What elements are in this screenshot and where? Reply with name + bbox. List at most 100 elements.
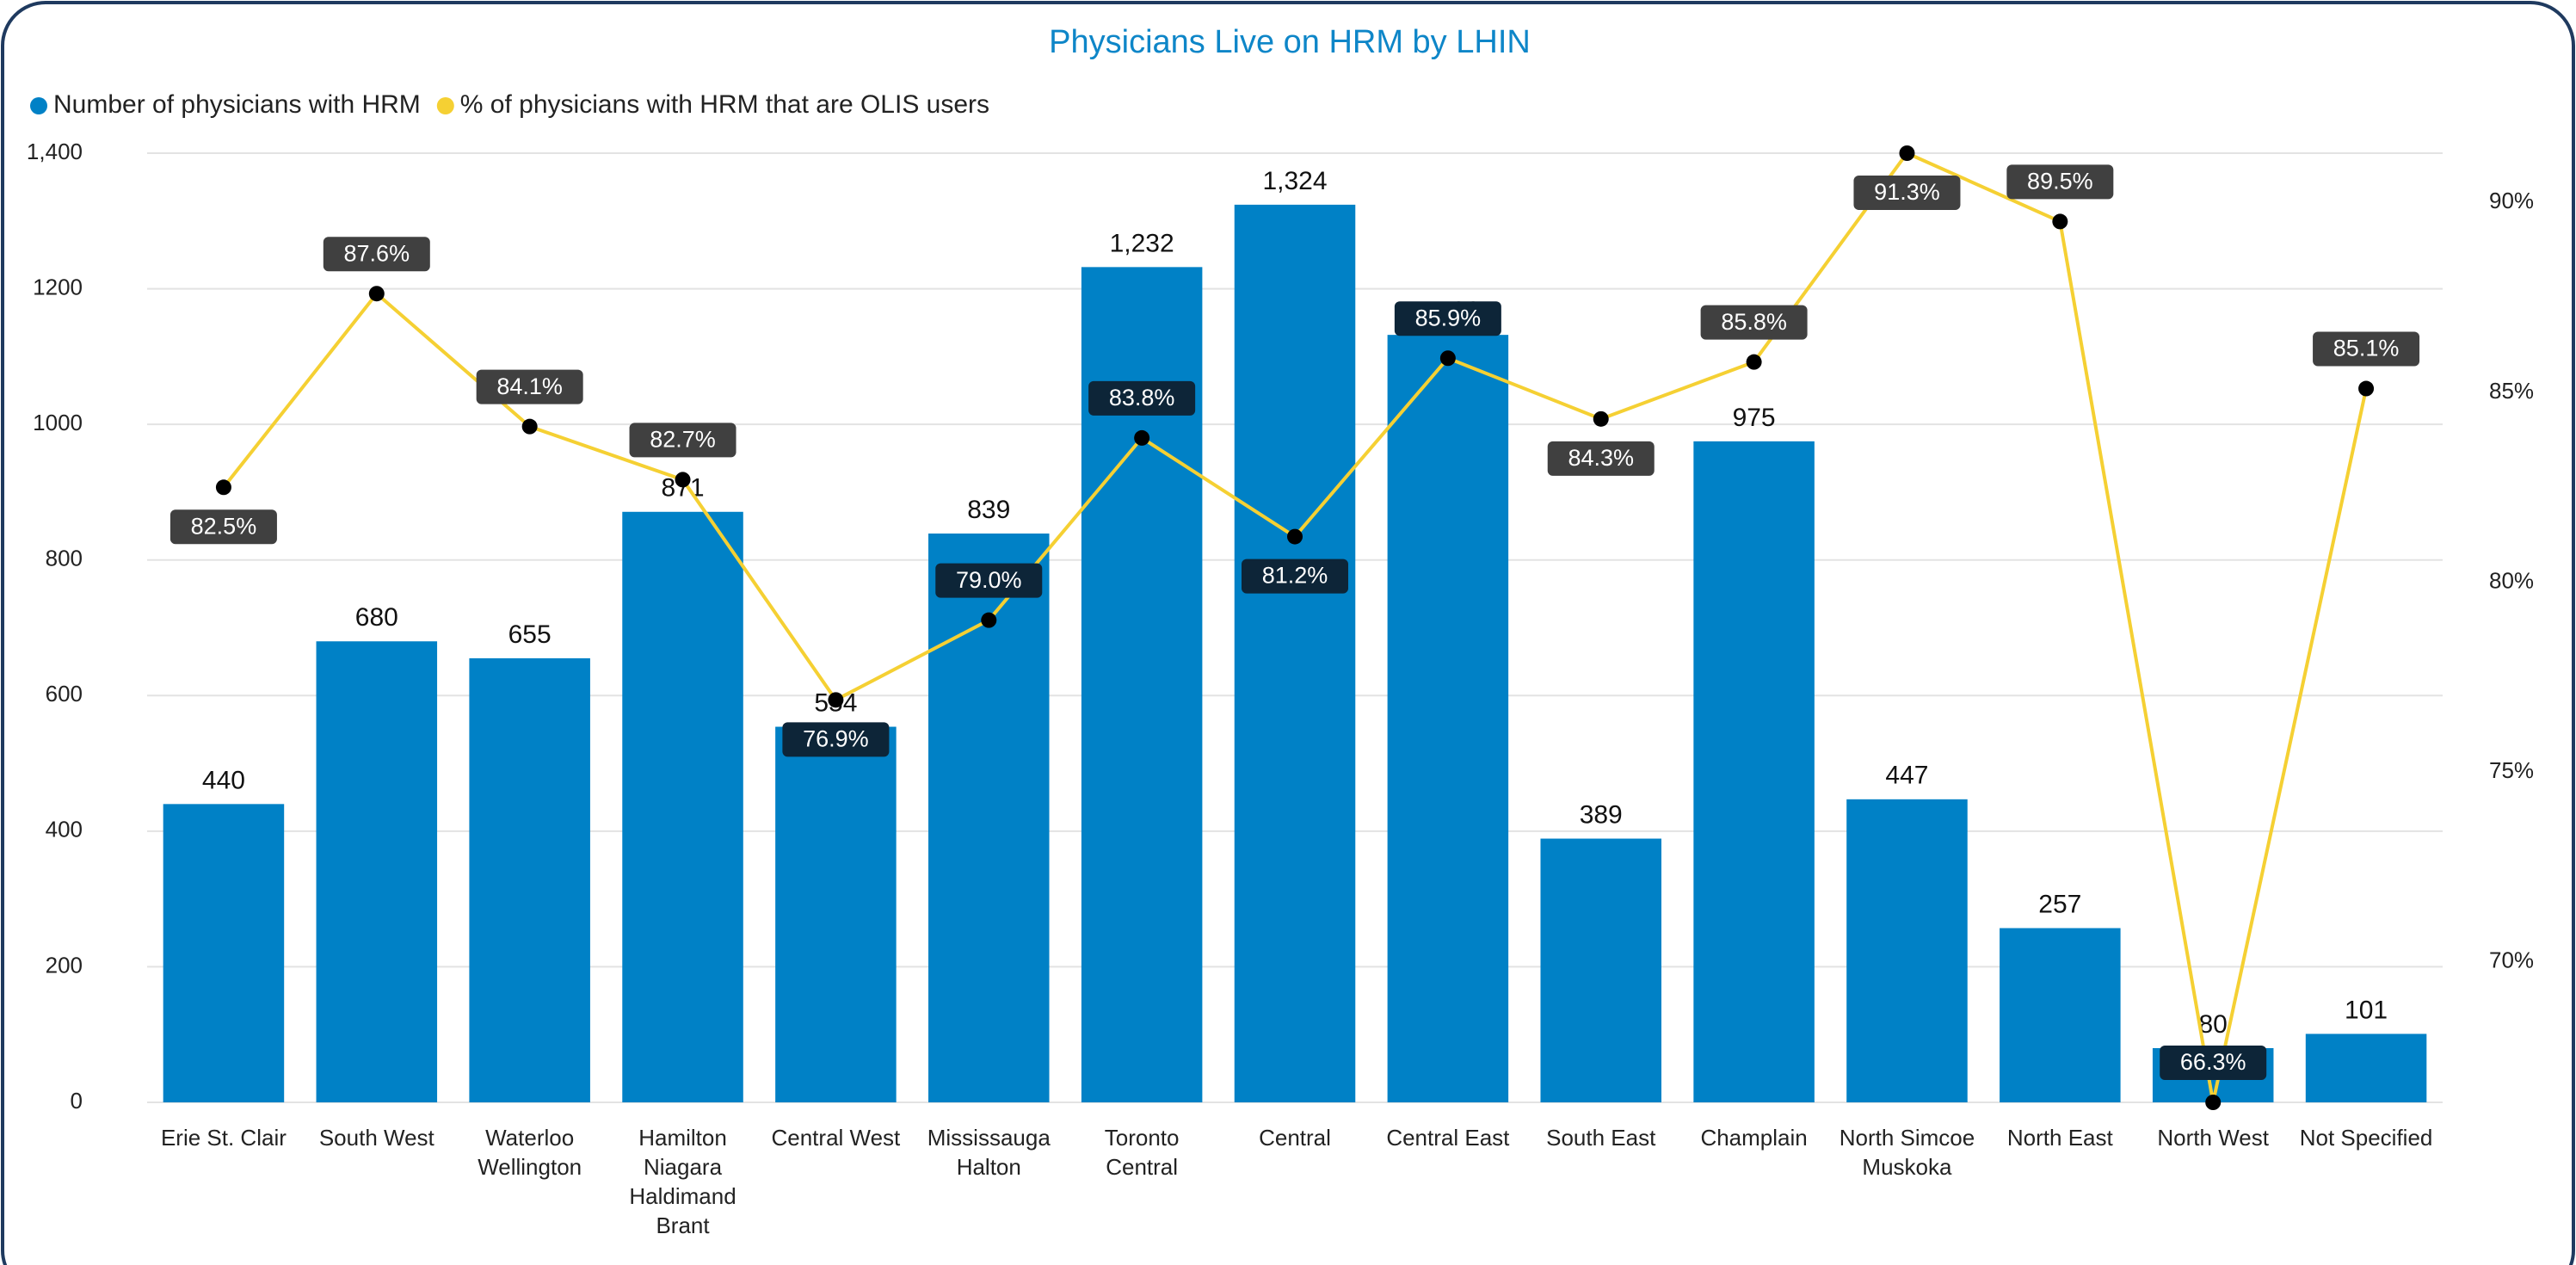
line-value-label: 82.5% — [191, 513, 257, 539]
line-value-label: 81.2% — [1262, 563, 1328, 589]
y-tick-label: 200 — [46, 952, 83, 978]
x-tick-label: Central West — [771, 1125, 901, 1151]
bar — [2305, 1034, 2427, 1102]
chart-title: Physicians Live on HRM by LHIN — [1049, 24, 1531, 60]
bar-value-label: 80 — [2199, 1010, 2228, 1039]
line-value-label: 85.9% — [1415, 305, 1482, 330]
value-label-box — [1547, 441, 1655, 476]
x-tick-label: South West — [318, 1125, 434, 1151]
line-point — [1134, 429, 1150, 446]
line-value-label: 79.0% — [956, 567, 1022, 593]
line-value-label: 85.8% — [1721, 309, 1787, 335]
x-tick-label: North East — [2006, 1125, 2113, 1151]
value-label-box — [1700, 305, 1808, 340]
y2-tick-label: 90% — [2489, 188, 2534, 213]
bar — [163, 804, 285, 1102]
value-label-box — [1242, 558, 1348, 594]
x-tick-label: Central — [1259, 1125, 1331, 1151]
line-value-label: 76.9% — [803, 725, 869, 751]
bar — [1693, 441, 1815, 1102]
line-value-label: 66.3% — [2180, 1049, 2246, 1075]
bar — [2000, 928, 2121, 1102]
bar — [316, 641, 438, 1102]
bar-value-label: 839 — [967, 496, 1010, 524]
value-label-box — [1088, 380, 1196, 416]
line-value-label: 84.3% — [1568, 445, 1634, 471]
line-value-label: 89.5% — [2027, 169, 2093, 194]
bar — [1387, 335, 1509, 1102]
value-label-box — [629, 423, 736, 458]
x-tick-label: Toronto Central — [1104, 1125, 1180, 1180]
bar-value-label: 389 — [1580, 800, 1623, 829]
legend-label: Number of physicians with HRM — [53, 90, 421, 119]
bar-value-label: 1,232 — [1110, 229, 1174, 257]
y-tick-label: 0 — [71, 1088, 83, 1114]
bar — [1234, 204, 1356, 1102]
y2-tick-label: 75% — [2489, 757, 2534, 783]
value-label-box — [476, 369, 583, 404]
bar — [775, 726, 897, 1102]
value-label-box — [1853, 176, 1961, 210]
bar-value-label: 101 — [2345, 996, 2388, 1024]
line-point — [1899, 145, 1915, 161]
value-label-box — [1394, 301, 1501, 336]
line-point — [1746, 354, 1762, 370]
y-tick-label: 1000 — [33, 410, 83, 435]
value-label-box — [2006, 164, 2114, 200]
legend-label: % of physicians with HRM that are OLIS u… — [460, 90, 989, 119]
line-point — [981, 612, 997, 628]
bar-value-label: 257 — [2038, 890, 2081, 918]
bar — [1846, 799, 1968, 1102]
line-value-label: 83.8% — [1109, 385, 1175, 410]
line-value-label: 84.1% — [496, 373, 563, 399]
value-label-box — [782, 722, 890, 757]
line-value-label: 87.6% — [344, 240, 410, 266]
x-tick-label: Not Specified — [2299, 1125, 2433, 1151]
line-point — [1439, 350, 1456, 367]
value-label-box — [2160, 1046, 2267, 1080]
line-point — [2358, 380, 2375, 397]
x-tick-label: Central East — [1386, 1125, 1510, 1151]
x-tick-label: North Simcoe Muskoka — [1839, 1125, 1975, 1180]
line-point — [2052, 213, 2068, 230]
x-tick-label: Mississauga Halton — [927, 1125, 1051, 1180]
line-value-label: 91.3% — [1874, 179, 1940, 205]
bar — [469, 657, 590, 1102]
line-point — [828, 692, 844, 708]
x-tick-label: Erie St. Clair — [160, 1125, 287, 1151]
x-tick-label: Champlain — [1700, 1125, 1808, 1151]
line-point — [2205, 1095, 2222, 1110]
bar — [622, 511, 743, 1102]
line-point — [215, 479, 231, 496]
bar — [928, 533, 1050, 1102]
y-tick-label: 800 — [46, 546, 83, 571]
legend-marker — [30, 97, 47, 114]
line-point — [368, 286, 385, 302]
y-tick-label: 600 — [46, 681, 83, 707]
y2-tick-label: 85% — [2489, 378, 2534, 404]
value-label-box — [2313, 331, 2420, 367]
line-value-label: 85.1% — [2333, 336, 2400, 361]
y2-tick-label: 70% — [2489, 947, 2534, 973]
bar-value-label: 680 — [355, 603, 398, 632]
bar-value-label: 440 — [202, 766, 245, 794]
y-tick-label: 1,400 — [27, 139, 83, 164]
bar — [1540, 838, 1661, 1102]
line-point — [1593, 410, 1609, 427]
x-tick-label: North West — [2157, 1125, 2269, 1151]
value-label-box — [169, 509, 277, 545]
line-point — [521, 418, 538, 435]
line-point — [675, 472, 691, 488]
y2-tick-label: 80% — [2489, 567, 2534, 593]
line-value-label: 82.7% — [650, 427, 716, 453]
bar-value-label: 975 — [1733, 404, 1776, 432]
x-tick-label: Hamilton Niagara Haldimand Brant — [629, 1125, 736, 1238]
x-tick-label: South East — [1546, 1125, 1656, 1151]
legend-marker — [436, 97, 454, 114]
bar-value-label: 447 — [1885, 762, 1928, 790]
bar-value-label: 655 — [508, 620, 552, 649]
bar-value-label: 1,324 — [1262, 167, 1327, 195]
